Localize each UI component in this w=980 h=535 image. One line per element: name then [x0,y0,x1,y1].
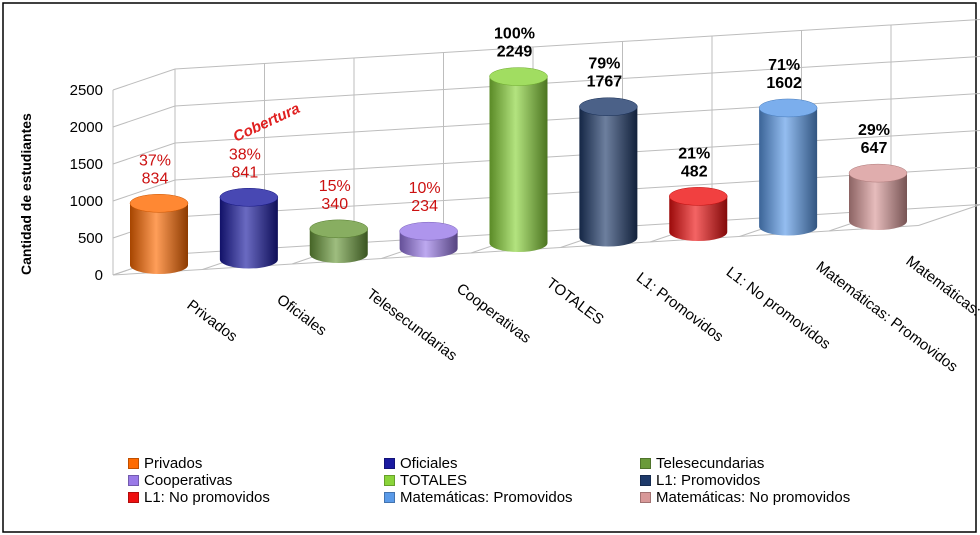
legend-label: Oficiales [400,455,458,472]
bar-matem-ticas-no-promovidos [848,163,908,230]
legend-swatch [128,475,139,486]
data-label-percent: 21% [678,145,710,162]
bar-top [489,67,548,86]
bar-body [759,107,818,236]
y-axis-title: Cantidad de estudiantes [18,113,34,275]
bar-top [129,194,189,213]
data-label-value: 1767 [587,74,623,91]
data-label-percent: 71% [768,57,800,74]
data-label-value: 340 [321,196,348,213]
data-label-percent: 29% [858,122,890,139]
legend-swatch [128,492,139,503]
data-label-value: 2249 [497,44,533,61]
bar-body [130,203,188,274]
bar-body [489,76,548,252]
bar-top [219,188,279,207]
legend-swatch [640,475,651,486]
legend-item: TOTALES [384,472,467,489]
bar-body [849,173,907,230]
bar-telesecundarias [309,219,368,263]
x-tick-label: L1: No promovidos [723,264,834,353]
data-label-percent: 79% [588,56,620,73]
legend-item: Telesecundarias [640,455,764,472]
x-tick-label: Telesecundarias [363,286,460,365]
bar-top [758,98,818,118]
bar-top [309,219,368,239]
bar-privados [129,194,189,274]
data-label-percent: 15% [319,178,351,195]
bar-cooperativas [399,221,458,258]
x-tick-label: Cooperativas [453,280,534,347]
legend-label: TOTALES [400,472,467,489]
legend-swatch [384,475,395,486]
bar-body [579,106,638,247]
legend-label: Cooperativas [144,472,233,489]
data-label-value: 841 [232,164,259,181]
data-label-value: 482 [681,163,708,180]
legend-item: Oficiales [384,455,458,472]
legend-label: Privados [144,455,203,472]
bar-l1-promovidos [579,97,638,247]
legend-swatch [384,492,395,503]
bar-body [219,197,278,269]
bar-oficiales [219,188,279,269]
data-label-percent: 37% [139,152,171,169]
bar-l1-no-promovidos [669,187,728,241]
y-tick-label: 1500 [70,156,103,173]
legend-item: Cooperativas [128,472,232,489]
bar-matem-ticas-promovidos [758,98,818,236]
legend-swatch [640,492,651,503]
legend-item: L1: Promovidos [640,472,760,489]
data-label-value: 1602 [766,75,802,92]
x-tick-label: TOTALES [543,275,607,329]
x-tick-label: L1: Promovidos [633,269,726,345]
legend-label: Matemáticas: No promovidos [656,489,851,506]
bar-totales [489,67,548,252]
data-label-value: 834 [142,170,169,187]
legend-item: Privados [128,455,202,472]
y-tick-label: 2000 [70,119,103,136]
bar-top [579,97,638,116]
data-label-value: 234 [411,198,438,215]
legend-label: L1: No promovidos [144,489,270,506]
data-label-value: 647 [861,140,888,157]
annotation-cobertura: Cobertura [231,100,303,146]
data-label-percent: 10% [409,180,441,197]
legend-label: Telesecundarias [656,455,765,472]
legend-item: L1: No promovidos [128,489,270,506]
bar-body [309,228,368,263]
x-tick-label: Privados [184,297,241,346]
legend-item: Matemáticas: Promovidos [384,489,573,506]
y-tick-label: 2500 [70,82,103,99]
legend-swatch [640,458,651,469]
y-tick-label: 1000 [70,193,103,210]
x-tick-label: Oficiales [273,291,329,339]
y-tick-label: 0 [95,267,103,284]
bar-body [669,196,728,241]
legend-label: L1: Promovidos [656,472,761,489]
data-label-percent: 100% [494,26,535,43]
bar-top [399,221,458,241]
bar-top [848,163,908,183]
legend-swatch [384,458,395,469]
y-tick-label: 500 [78,230,103,247]
bar-top [669,187,728,206]
legend-label: Matemáticas: Promovidos [400,489,573,506]
legend-swatch [128,458,139,469]
legend-item: Matemáticas: No promovidos [640,489,850,506]
data-label-percent: 38% [229,146,261,163]
